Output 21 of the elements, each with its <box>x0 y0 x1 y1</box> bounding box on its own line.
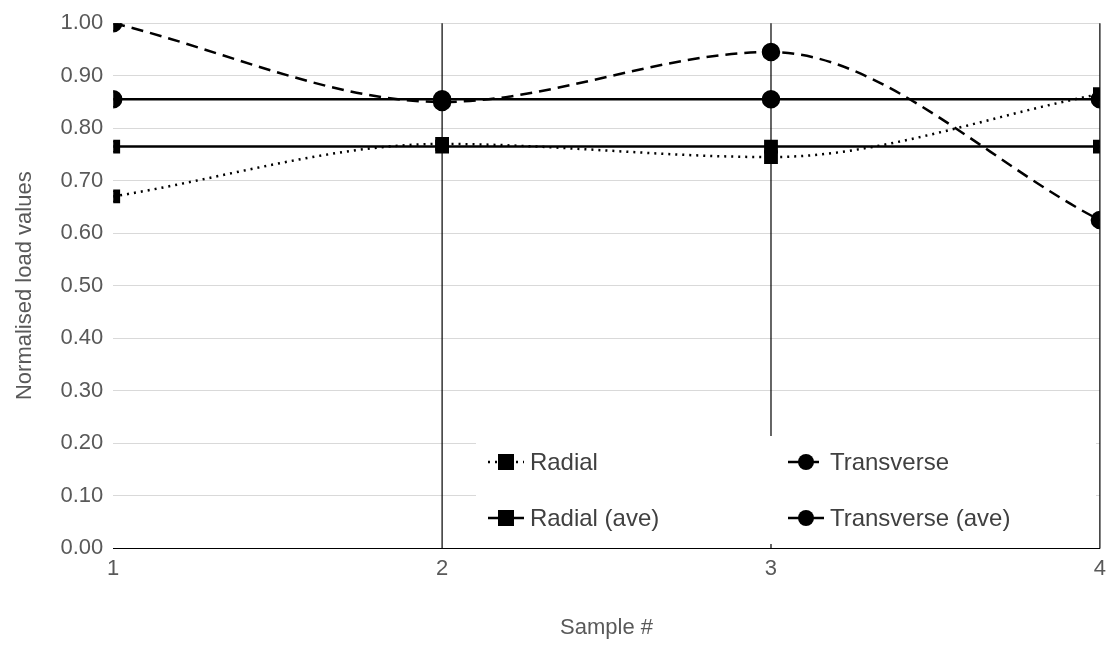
x-tick-label: 2 <box>435 555 449 581</box>
y-tick-label: 0.40 <box>60 324 104 350</box>
y-tick-label: 0.30 <box>60 376 104 402</box>
legend-label: Transverse <box>829 448 950 477</box>
y-tick-label: 0.80 <box>60 114 104 140</box>
legend-label: Transverse (ave) <box>829 504 1011 533</box>
x-tick-label: 3 <box>764 555 778 581</box>
y-tick-label: 0.20 <box>60 429 104 455</box>
x-axis-title: Sample # <box>560 613 654 639</box>
y-axis-title: Normalised load values <box>11 171 37 401</box>
legend-label: Radial <box>529 448 598 477</box>
y-tick-label: 0.00 <box>60 534 104 560</box>
y-tick-label: 0.60 <box>60 219 104 245</box>
x-tick-label: 4 <box>1093 555 1107 581</box>
y-tick-label: 0.50 <box>60 271 104 297</box>
x-tick-label: 1 <box>107 555 120 581</box>
y-tick-label: 0.10 <box>60 481 104 507</box>
y-tick-label: 1.00 <box>60 9 104 35</box>
legend-label: Radial (ave) <box>529 504 660 533</box>
y-tick-label: 0.90 <box>60 61 104 87</box>
y-tick-label: 0.70 <box>60 166 104 192</box>
